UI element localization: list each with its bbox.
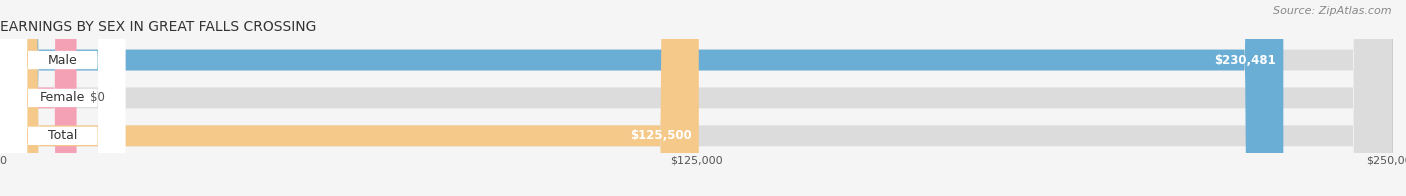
Text: Male: Male [48, 54, 77, 66]
Text: $0: $0 [90, 92, 105, 104]
Text: Source: ZipAtlas.com: Source: ZipAtlas.com [1274, 6, 1392, 16]
Text: $125,500: $125,500 [630, 129, 692, 142]
FancyBboxPatch shape [0, 0, 699, 196]
FancyBboxPatch shape [0, 0, 76, 196]
Text: $230,481: $230,481 [1215, 54, 1277, 66]
FancyBboxPatch shape [0, 0, 1284, 196]
FancyBboxPatch shape [0, 0, 125, 196]
Text: Total: Total [48, 129, 77, 142]
FancyBboxPatch shape [0, 0, 125, 196]
Text: Female: Female [39, 92, 86, 104]
FancyBboxPatch shape [0, 0, 125, 196]
Text: EARNINGS BY SEX IN GREAT FALLS CROSSING: EARNINGS BY SEX IN GREAT FALLS CROSSING [0, 20, 316, 34]
